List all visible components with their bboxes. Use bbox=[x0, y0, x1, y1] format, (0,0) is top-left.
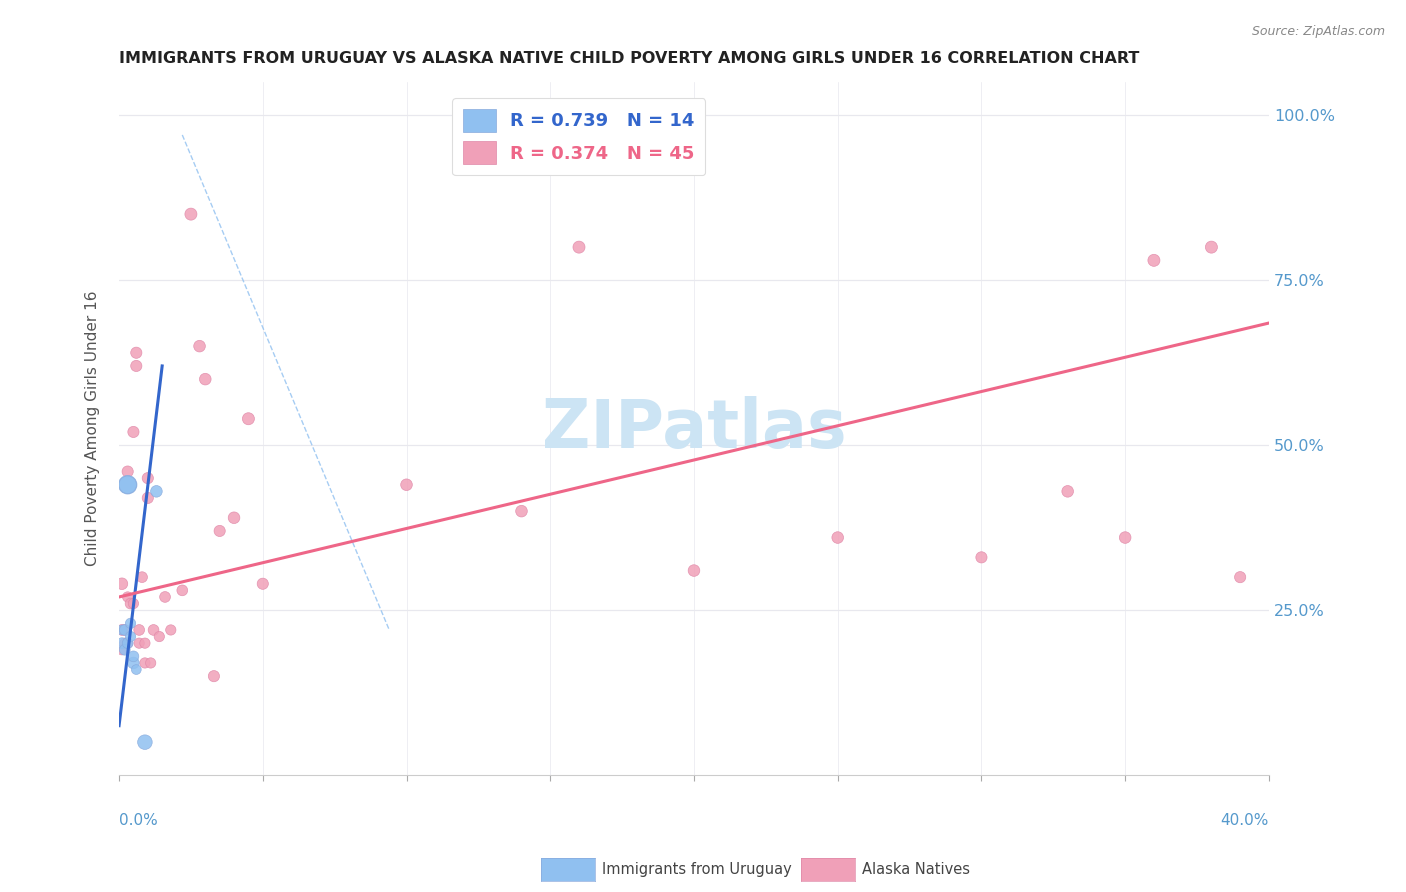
Point bbox=[148, 630, 170, 644]
Point bbox=[128, 636, 150, 650]
Point bbox=[120, 597, 142, 611]
Point bbox=[134, 656, 156, 670]
Text: ZIPatlas: ZIPatlas bbox=[541, 396, 846, 462]
Point bbox=[1143, 253, 1166, 268]
Point bbox=[188, 339, 211, 353]
Legend: R = 0.739   N = 14, R = 0.374   N = 45: R = 0.739 N = 14, R = 0.374 N = 45 bbox=[453, 98, 706, 175]
Point bbox=[134, 636, 156, 650]
Point bbox=[222, 510, 245, 524]
Text: Immigrants from Uruguay: Immigrants from Uruguay bbox=[602, 863, 792, 877]
Point bbox=[145, 484, 167, 499]
Point bbox=[111, 642, 134, 657]
Point bbox=[114, 623, 136, 637]
Point bbox=[131, 570, 153, 584]
Point bbox=[139, 656, 162, 670]
Point bbox=[1229, 570, 1251, 584]
Point bbox=[114, 642, 136, 657]
Point bbox=[122, 656, 145, 670]
Point bbox=[122, 597, 145, 611]
Point bbox=[114, 636, 136, 650]
Point bbox=[683, 564, 706, 578]
Point bbox=[136, 471, 159, 485]
Point bbox=[117, 477, 139, 491]
Point bbox=[142, 623, 165, 637]
Point bbox=[252, 576, 274, 591]
Point bbox=[568, 240, 591, 254]
Point bbox=[1201, 240, 1223, 254]
Point bbox=[510, 504, 533, 518]
Text: 40.0%: 40.0% bbox=[1220, 814, 1268, 829]
Y-axis label: Child Poverty Among Girls Under 16: Child Poverty Among Girls Under 16 bbox=[86, 291, 100, 566]
Point bbox=[117, 465, 139, 479]
Point bbox=[1114, 531, 1136, 545]
Point bbox=[120, 630, 142, 644]
Point bbox=[395, 477, 418, 491]
Point bbox=[125, 345, 148, 359]
Point bbox=[125, 359, 148, 373]
Point bbox=[1056, 484, 1078, 499]
Point bbox=[202, 669, 225, 683]
Point bbox=[117, 590, 139, 604]
Point bbox=[111, 623, 134, 637]
Point bbox=[111, 576, 134, 591]
Point bbox=[117, 636, 139, 650]
Point bbox=[111, 623, 134, 637]
Point bbox=[172, 583, 194, 598]
Point bbox=[238, 411, 260, 425]
Point bbox=[122, 425, 145, 439]
Point bbox=[194, 372, 217, 386]
Point bbox=[117, 636, 139, 650]
Point bbox=[153, 590, 176, 604]
Text: 0.0%: 0.0% bbox=[120, 814, 157, 829]
Point bbox=[134, 735, 156, 749]
Point bbox=[120, 616, 142, 631]
Point bbox=[180, 207, 202, 221]
Point bbox=[827, 531, 849, 545]
Text: Alaska Natives: Alaska Natives bbox=[862, 863, 970, 877]
Point bbox=[114, 623, 136, 637]
Point bbox=[970, 550, 993, 565]
Text: IMMIGRANTS FROM URUGUAY VS ALASKA NATIVE CHILD POVERTY AMONG GIRLS UNDER 16 CORR: IMMIGRANTS FROM URUGUAY VS ALASKA NATIVE… bbox=[120, 51, 1139, 66]
Point bbox=[122, 649, 145, 664]
Text: Source: ZipAtlas.com: Source: ZipAtlas.com bbox=[1251, 25, 1385, 38]
Point bbox=[208, 524, 231, 538]
Point bbox=[111, 636, 134, 650]
Point bbox=[117, 477, 139, 491]
Point bbox=[159, 623, 181, 637]
Point bbox=[125, 663, 148, 677]
Point bbox=[128, 623, 150, 637]
Point bbox=[136, 491, 159, 505]
